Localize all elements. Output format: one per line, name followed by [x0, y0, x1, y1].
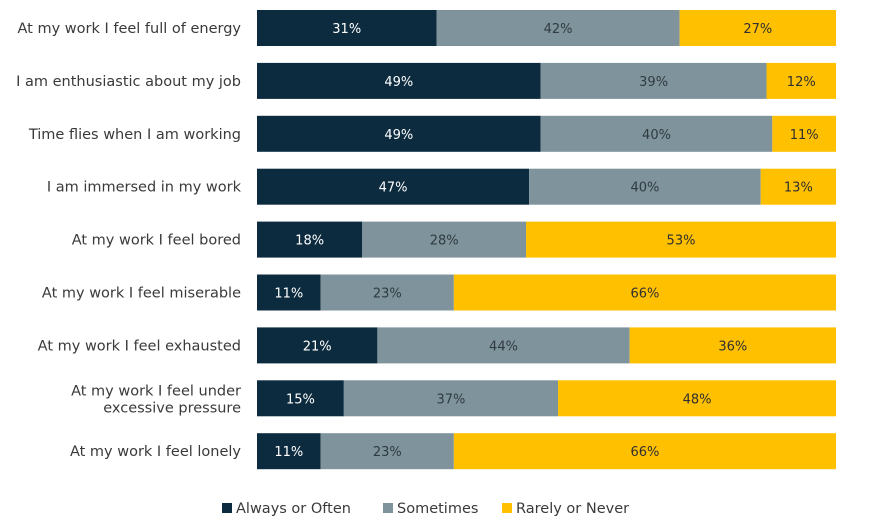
- data-label: 23%: [373, 445, 402, 460]
- data-label: 23%: [373, 287, 402, 302]
- bar-segment: [526, 221, 836, 258]
- bar-segment: [257, 115, 541, 152]
- data-label: 11%: [274, 445, 303, 460]
- bar-segment: [320, 274, 454, 311]
- category-label: I am enthusiastic about my job: [16, 74, 241, 90]
- bar-segment: [766, 62, 836, 99]
- data-label: 11%: [790, 128, 819, 143]
- bar-segment: [257, 168, 530, 205]
- bar-row: Time flies when I am working 49% 40% 11%: [28, 115, 836, 152]
- data-label: 42%: [544, 22, 573, 37]
- bar-segment: [362, 221, 527, 258]
- bar-row: At my work I feel full of energy 31% 42% 27…: [17, 10, 836, 46]
- legend-label: Always or Often: [236, 501, 351, 517]
- data-label: 18%: [295, 234, 324, 249]
- data-label: 40%: [630, 181, 659, 196]
- bar-row: At my work I feel miserable 11% 23% 66%: [42, 274, 836, 311]
- bar-segment: [257, 274, 321, 311]
- data-label: 21%: [303, 339, 332, 354]
- data-label: 48%: [683, 392, 712, 407]
- category-label: At my work I feel under: [71, 383, 241, 399]
- bar-segment: [453, 433, 836, 470]
- data-label: 47%: [379, 181, 408, 196]
- bar-segment: [529, 168, 761, 205]
- bar-segment: [257, 380, 344, 417]
- legend-swatch: [502, 503, 512, 513]
- bar-row: At my work I feel bored 18% 28% 53%: [72, 221, 836, 258]
- bar-segment: [436, 10, 680, 46]
- category-label: At my work I feel bored: [72, 233, 241, 249]
- data-label: 49%: [384, 128, 413, 143]
- bar-segment: [453, 274, 836, 311]
- bar-segment: [629, 327, 836, 364]
- category-label: At my work I feel lonely: [70, 444, 241, 460]
- data-label: 39%: [639, 75, 668, 90]
- bar-row: I am enthusiastic about my job 49% 39% 12%: [16, 62, 836, 99]
- data-label: 31%: [332, 22, 361, 37]
- data-label: 27%: [743, 22, 772, 37]
- data-label: 66%: [630, 445, 659, 460]
- category-label: excessive pressure: [103, 400, 241, 416]
- data-label: 37%: [437, 392, 466, 407]
- bar-segment: [377, 327, 630, 364]
- legend-swatch: [383, 503, 393, 513]
- legend-item: Sometimes: [383, 501, 478, 517]
- bar-row: At my work I feel lonely 11% 23% 66%: [70, 433, 836, 470]
- legend-swatch: [222, 503, 232, 513]
- category-label: Time flies when I am working: [28, 127, 241, 143]
- bar-segment: [679, 10, 836, 46]
- bar-segment: [257, 221, 363, 258]
- legend-item: Always or Often: [222, 501, 351, 517]
- bar-segment: [772, 115, 836, 152]
- bar-row: I am immersed in my work 47% 40% 13%: [47, 168, 836, 205]
- legend-item: Rarely or Never: [502, 501, 629, 517]
- data-label: 13%: [784, 181, 813, 196]
- bar-segment: [257, 433, 321, 470]
- data-label: 40%: [642, 128, 671, 143]
- bar-segment: [540, 115, 773, 152]
- data-label: 11%: [274, 287, 303, 302]
- bar-row: At my work I feel exhausted 21% 44% 36%: [38, 327, 836, 364]
- bar-segment: [760, 168, 836, 205]
- bar-segment: [540, 62, 767, 99]
- bar-segment: [257, 327, 378, 364]
- bar-segment: [257, 10, 437, 46]
- data-label: 28%: [430, 234, 459, 249]
- data-label: 12%: [787, 75, 816, 90]
- data-label: 53%: [667, 234, 696, 249]
- data-label: 15%: [286, 392, 315, 407]
- category-label: At my work I feel miserable: [42, 286, 241, 302]
- data-label: 36%: [718, 339, 747, 354]
- data-label: 66%: [630, 287, 659, 302]
- category-label: I am immersed in my work: [47, 180, 242, 196]
- legend-label: Rarely or Never: [516, 501, 629, 517]
- bar-segment: [343, 380, 559, 417]
- bar-segment: [558, 380, 836, 417]
- legend-label: Sometimes: [397, 501, 478, 517]
- category-label: At my work I feel exhausted: [38, 338, 241, 354]
- data-label: 44%: [489, 339, 518, 354]
- data-label: 49%: [384, 75, 413, 90]
- category-label: At my work I feel full of energy: [17, 21, 241, 37]
- bar-segment: [320, 433, 454, 470]
- bar-segment: [257, 62, 541, 99]
